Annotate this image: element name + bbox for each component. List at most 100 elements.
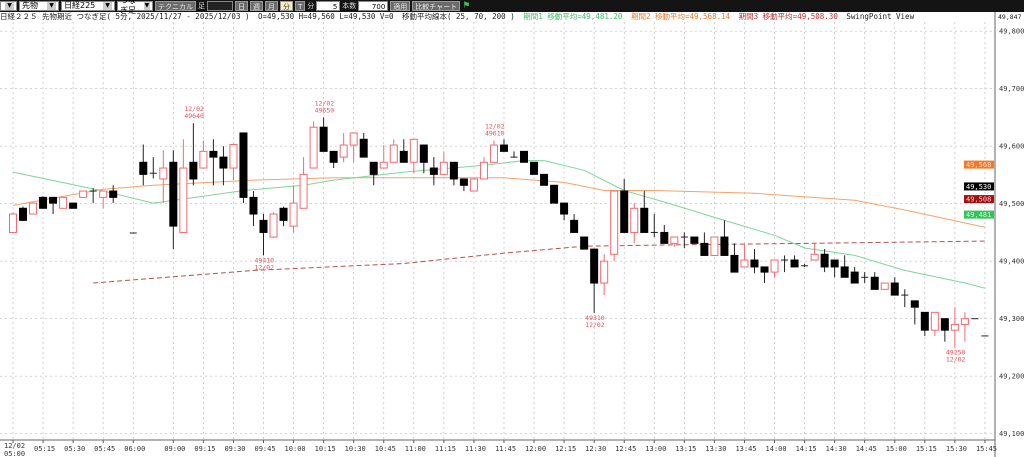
candle-body	[209, 150, 218, 158]
candle-body	[49, 196, 58, 204]
candle	[570, 214, 579, 233]
candle-body	[449, 161, 458, 180]
candle	[99, 190, 108, 209]
candle	[781, 255, 789, 273]
candle-body	[69, 202, 78, 209]
price-badge-label: 49,530	[966, 183, 991, 191]
period-button-day[interactable]: 日	[235, 1, 248, 11]
ohlcv-readout: O=49,530 H=49,560 L=49,530 V=0	[258, 12, 394, 21]
x-tick-label: 10:30	[345, 445, 366, 453]
candle-body	[379, 161, 388, 169]
candle-body	[139, 161, 148, 175]
candle-body	[349, 132, 358, 146]
candle	[199, 140, 208, 169]
ma25-line	[12, 160, 986, 289]
candle-body	[339, 144, 348, 158]
y-tick-label: 49,500	[999, 200, 1024, 208]
period-button-week[interactable]: 週	[250, 1, 263, 11]
candle	[369, 161, 378, 186]
candle	[720, 220, 729, 256]
menu-select[interactable]: ▼	[0, 1, 17, 11]
green-flag-icon[interactable]: ⚑	[462, 1, 471, 11]
candle	[620, 178, 629, 233]
candle-body	[469, 178, 478, 192]
y-tick-label: 49,300	[999, 315, 1024, 323]
candle	[299, 157, 308, 209]
candle-body	[59, 196, 68, 209]
minute-label: 分	[307, 2, 315, 10]
candle	[870, 272, 879, 290]
candle-body	[600, 260, 609, 284]
candle-body	[459, 178, 468, 186]
candle	[930, 311, 939, 336]
candle-body	[319, 126, 328, 152]
candle-body	[820, 253, 829, 268]
swing-date: 12/02	[946, 355, 966, 363]
candle	[469, 178, 478, 192]
candle-body	[590, 248, 599, 284]
candle	[59, 196, 68, 209]
candle-body	[259, 219, 268, 233]
candle	[560, 202, 569, 221]
candle-body	[419, 144, 428, 163]
candle	[449, 161, 458, 186]
compare-chart-button[interactable]: 比較チャート	[412, 1, 461, 11]
candle	[189, 123, 198, 186]
bar-type-select-value: つなぎ足	[120, 0, 136, 15]
candle	[209, 139, 218, 186]
candle	[259, 214, 268, 256]
candle-body	[299, 173, 308, 209]
x-tick-label: 10:00	[285, 445, 306, 453]
candle	[650, 214, 658, 238]
candle-body	[770, 259, 779, 273]
swing-value: 49610	[485, 129, 505, 137]
candle-body	[189, 161, 198, 180]
x-tick-label: 05:30	[64, 445, 85, 453]
candle-body	[399, 150, 408, 163]
x-tick-label: 11:45	[495, 445, 516, 453]
candle-body	[850, 271, 859, 284]
candle-body	[29, 202, 38, 215]
x-tick-label: 13:30	[705, 445, 726, 453]
candle-body	[99, 190, 108, 198]
swing-date: 12/02	[255, 263, 275, 271]
candle-body	[790, 259, 799, 268]
swing-date: 12/02	[315, 99, 335, 107]
candle	[109, 185, 118, 204]
apply-button[interactable]: 適用	[390, 1, 411, 11]
candle	[139, 144, 148, 186]
x-tick-label: 13:15	[675, 445, 696, 453]
candle-body	[830, 259, 839, 268]
bar-type-select[interactable]: つなぎ足 ▼	[117, 0, 153, 15]
index-select[interactable]: 日経225 ▼	[61, 1, 115, 11]
bar-input[interactable]	[207, 1, 233, 11]
candle-body	[620, 190, 629, 233]
candle	[940, 318, 949, 342]
candle	[149, 157, 157, 179]
x-tick-label: 05:45	[94, 445, 115, 453]
candle	[950, 307, 959, 348]
swing-date: 12/02	[184, 105, 204, 113]
candle-body	[309, 126, 318, 169]
candle-body	[9, 213, 17, 233]
candle-body	[730, 254, 739, 273]
period-button-minute[interactable]: 分	[280, 1, 293, 11]
count-input[interactable]: 700	[358, 1, 389, 11]
candle	[479, 157, 488, 180]
candle	[710, 236, 719, 256]
market-select[interactable]: 先物 ▼	[19, 1, 59, 11]
x-tick-label: 12:30	[585, 445, 606, 453]
chevron-down-icon: ▼	[143, 2, 150, 10]
candle-body	[580, 236, 589, 250]
candle-body	[720, 236, 729, 256]
period-button-month[interactable]: 月	[265, 1, 278, 11]
candle-body	[840, 266, 849, 278]
period-button-tick[interactable]: T	[295, 1, 306, 11]
candle	[801, 264, 809, 267]
minute-input[interactable]: 5	[316, 1, 341, 11]
swing-value: 49650	[315, 106, 335, 114]
candle-body	[870, 276, 879, 290]
technical-button[interactable]: テクニカル	[155, 1, 196, 11]
candle	[760, 266, 769, 284]
